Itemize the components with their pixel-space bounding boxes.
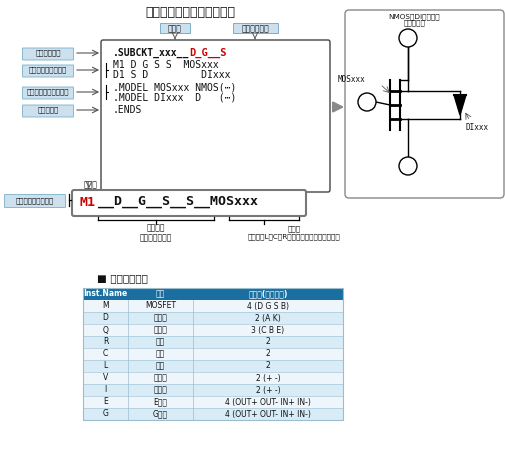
FancyBboxPatch shape [23, 48, 74, 60]
Text: MOSFET: MOSFET [145, 301, 176, 311]
Text: R: R [103, 337, 108, 346]
Text: .MODEL MOSxxx NMOS(⋯): .MODEL MOSxxx NMOS(⋯) [113, 82, 236, 92]
Text: 子电路的声明: 子电路的声明 [35, 49, 61, 56]
Text: 引脚数(引脚顺序): 引脚数(引脚顺序) [248, 290, 288, 298]
Text: 3 (C B E): 3 (C B E) [251, 326, 284, 335]
Bar [83, 288, 343, 300]
Circle shape [399, 157, 417, 175]
Text: 2: 2 [266, 361, 270, 370]
Text: DIxxx: DIxxx [465, 123, 488, 132]
Text: E: E [103, 398, 108, 406]
Text: 4 (OUT+ OUT- IN+ IN-): 4 (OUT+ OUT- IN+ IN-) [225, 410, 311, 419]
FancyBboxPatch shape [23, 105, 74, 117]
Text: Q: Q [103, 326, 109, 335]
Text: 模型内部的电路连接: 模型内部的电路连接 [29, 67, 67, 73]
Bar [83, 300, 343, 312]
Text: Inst.Name: Inst.Name [83, 290, 128, 298]
Text: D: D [103, 314, 109, 322]
Polygon shape [454, 95, 466, 115]
Text: L: L [104, 361, 108, 370]
Text: MOSxxx: MOSxxx [337, 75, 365, 84]
Text: ■ 代表性的实例: ■ 代表性的实例 [97, 273, 148, 283]
Text: 晶体管: 晶体管 [154, 326, 168, 335]
Text: 4 (D G S B): 4 (D G S B) [247, 301, 289, 311]
Text: 二极管: 二极管 [154, 314, 168, 322]
Bar [83, 408, 343, 420]
Text: 器件: 器件 [156, 290, 165, 298]
Circle shape [358, 93, 376, 111]
Text: 2: 2 [266, 337, 270, 346]
Text: 《子电路模型的描述示例》: 《子电路模型的描述示例》 [145, 6, 235, 20]
Bar [83, 396, 343, 408]
Text: V: V [103, 374, 108, 383]
Bar [83, 336, 343, 348]
FancyBboxPatch shape [23, 65, 74, 77]
Text: D: D [406, 34, 411, 43]
Text: 子电路结束: 子电路结束 [37, 107, 59, 114]
Text: 2: 2 [266, 350, 270, 359]
Text: 电流源: 电流源 [154, 385, 168, 395]
Text: D_G__S: D_G__S [189, 48, 227, 58]
FancyBboxPatch shape [160, 23, 190, 33]
FancyBboxPatch shape [345, 10, 504, 198]
Circle shape [399, 29, 417, 47]
Text: G: G [364, 98, 370, 107]
Bar [83, 360, 343, 372]
FancyBboxPatch shape [23, 87, 74, 99]
Text: .MODEL DIxxx  D   (⋯): .MODEL DIxxx D (⋯) [113, 92, 236, 102]
FancyBboxPatch shape [101, 40, 330, 192]
Bar [83, 324, 343, 336]
Text: E电源: E电源 [154, 398, 168, 406]
Bar [83, 348, 343, 360]
Text: 2 (+ -): 2 (+ -) [256, 374, 280, 383]
Text: 子电路模型: 子电路模型 [403, 20, 425, 26]
Bar [83, 312, 343, 324]
Text: 连接引脚
（取决于实例）: 连接引脚 （取决于实例） [140, 223, 172, 243]
Text: 电阵: 电阵 [156, 337, 165, 346]
Text: NMOS和DI相组合的: NMOS和DI相组合的 [389, 14, 440, 20]
Text: .ENDS: .ENDS [113, 105, 142, 115]
Text: S: S [406, 162, 411, 171]
Text: C: C [103, 350, 108, 359]
Text: 2 (A K): 2 (A K) [255, 314, 281, 322]
FancyBboxPatch shape [233, 23, 278, 33]
Text: 2 (+ -): 2 (+ -) [256, 385, 280, 395]
Text: 电压源: 电压源 [154, 374, 168, 383]
Text: .SUBCKT_xxx__: .SUBCKT_xxx__ [113, 48, 189, 58]
Text: D1 S D         DIxxx: D1 S D DIxxx [113, 70, 230, 80]
Bar [83, 288, 343, 420]
Text: 模型名: 模型名 [168, 25, 182, 34]
Text: G: G [103, 410, 109, 419]
Text: I: I [105, 385, 107, 395]
Text: 模型内部的元器件特性: 模型内部的元器件特性 [27, 89, 69, 95]
Text: 实例名: 实例名 [84, 181, 98, 189]
Text: M1 D G S S  MOSxxx: M1 D G S S MOSxxx [113, 60, 219, 70]
Bar [83, 372, 343, 384]
Text: M1: M1 [79, 196, 95, 208]
Text: 模型内部的电路连接: 模型内部的电路连接 [16, 197, 54, 204]
Text: M: M [102, 301, 109, 311]
FancyBboxPatch shape [72, 190, 306, 216]
Bar [83, 384, 343, 396]
Text: 电容: 电容 [156, 350, 165, 359]
Text: 模型外部引脚: 模型外部引脚 [241, 25, 269, 34]
Text: 电感: 电感 [156, 361, 165, 370]
Text: 模型名
（如果是L、C、R电源，还可以直接输入値）: 模型名 （如果是L、C、R电源，还可以直接输入値） [247, 226, 340, 240]
Text: __D__G__S__S__MOSxxx: __D__G__S__S__MOSxxx [98, 196, 258, 208]
Text: 4 (OUT+ OUT- IN+ IN-): 4 (OUT+ OUT- IN+ IN-) [225, 398, 311, 406]
Text: G电源: G电源 [153, 410, 168, 419]
FancyBboxPatch shape [5, 194, 66, 207]
